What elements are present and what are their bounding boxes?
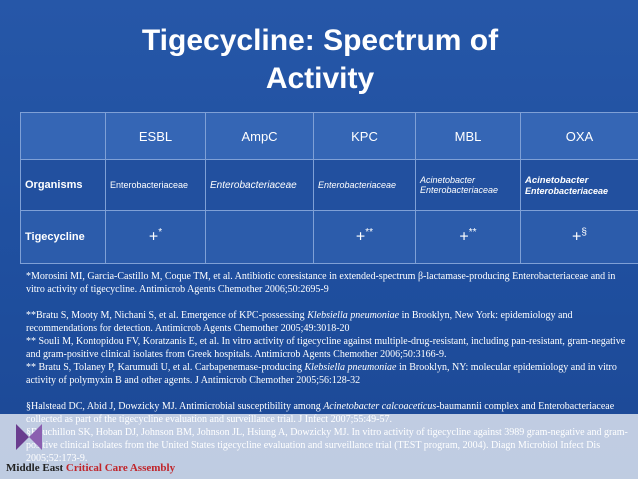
footer-part: Middle East [6,462,64,474]
activity-cell: +** [313,210,416,264]
column-header: ESBL [105,112,206,160]
organism: Enterobacteriaceae [318,180,397,190]
activity-cell: +* [105,210,206,264]
reference-text: in Brooklyn, New York: epidemiology and … [26,310,573,334]
header-row: ESBL AmpC KPC MBL OXA [20,112,638,160]
row-header: Organisms [20,159,106,211]
organism: Enterobacteriaceae [110,180,189,190]
footer-part: Critical Care Assembly [65,462,176,474]
footer-band [0,414,638,479]
organism-cell: Enterobacteriaceae [105,159,206,211]
footnote-mark: § [581,227,587,239]
row-header: Tigecycline [20,210,106,264]
organism: Enterobacteriaceae [420,185,499,195]
spectrum-table: ESBL AmpC KPC MBL OXA Organisms Enteroba… [20,112,638,264]
footer-text: Middle East Critical Care Assembly [6,462,175,474]
footnote-mark: ** [468,227,477,239]
title-line: Activity [265,62,375,95]
column-header: KPC [313,112,416,160]
reference-italic: Klebsiella pneumoniae [304,362,397,373]
reference: *Morosini MI, Garcia-Castillo M, Coque T… [26,270,631,296]
organisms-row: Organisms Enterobacteriaceae Enterobacte… [20,159,638,211]
reference-text: in Brooklyn, NY: molecular epidemiology … [26,362,617,386]
reference: ** Souli M, Kontopidou FV, Koratzanis E,… [26,335,631,361]
reference-italic: Klebsiella pneumoniae [307,310,400,321]
organism: Enterobacteriaceae [525,185,609,196]
activity-cell [205,210,314,264]
reference-text: §Halstead DC, Abid J, Dowzicky MJ. Antim… [26,401,324,412]
reference: ** Bratu S, Tolaney P, Karumudi U, et al… [26,361,631,387]
footnote-mark: ** [365,227,374,239]
corner-cell [20,112,106,160]
organism: Enterobacteriaceae [210,179,297,191]
reference-italic: Acinetobacter calcoaceticus [323,401,437,412]
footnote-mark: * [158,227,163,239]
organism-cell: Enterobacteriaceae [205,159,314,211]
reference-text: *Morosini MI, Garcia-Castillo M, Coque T… [26,271,616,295]
organism: Acinetobacter [420,175,476,185]
reference-text: **Bratu S, Mooty M, Nichani S, et al. Em… [26,310,308,321]
column-header: AmpC [205,112,314,160]
activity-cell: +** [415,210,521,264]
reference-text: ** Souli M, Kontopidou FV, Koratzanis E,… [26,336,626,360]
organism-cell: Acinetobacter Enterobacteriaceae [520,159,638,211]
activity: + [148,228,159,246]
organism-cell: Enterobacteriaceae [313,159,416,211]
slide-title: Tigecycline: Spectrum of Activity [80,22,560,98]
activity-cell: +§ [520,210,638,264]
reference: **Bratu S, Mooty M, Nichani S, et al. Em… [26,309,631,335]
activity: + [355,228,366,246]
column-header: OXA [520,112,638,160]
activity: + [572,228,582,246]
logo [16,424,42,450]
title-line: Tigecycline: Spectrum of [141,24,499,57]
tigecycline-row: Tigecycline +* +** +** +§ [20,210,638,264]
organism: Acinetobacter [525,174,589,186]
column-header: MBL [415,112,521,160]
activity: + [459,228,469,246]
organism-cell: Acinetobacter Enterobacteriaceae [415,159,521,211]
reference-text: ** Bratu S, Tolaney P, Karumudi U, et al… [26,362,305,373]
